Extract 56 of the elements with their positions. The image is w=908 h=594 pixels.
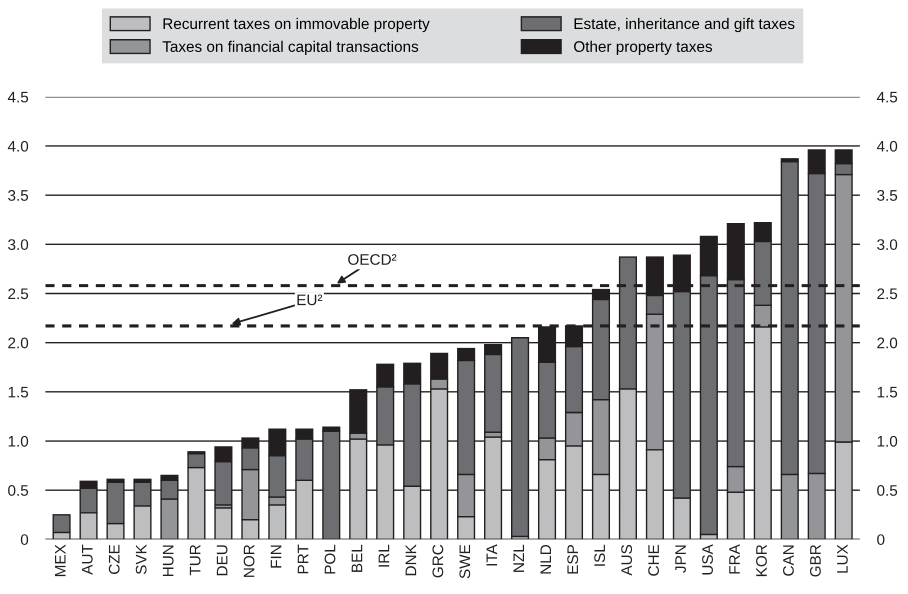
y2-tick-label: 0.5 [877,485,898,496]
legend-label: Taxes on financial capital transactions [162,40,418,55]
x-tick-label: POL [324,544,336,574]
y-tick-label: 1.5 [8,386,28,398]
x-tick-label: SVK [136,544,147,574]
y-tick-label: 3.5 [8,190,28,201]
x-tick-label: KOR [756,544,767,576]
legend-label: Recurrent taxes on immovable property [164,18,430,32]
x-tick-label: IRL [378,544,390,567]
x-tick-label: PRT [298,544,308,574]
y2-tick-label: 4.0 [876,140,898,152]
x-tick-label: NZL [514,544,524,572]
y2-tick-label: 0 [877,534,884,546]
x-tick-label: USA [702,544,713,574]
y-tick-label: 0 [20,534,28,546]
y2-tick-label: 2.0 [877,338,898,348]
y-tick-label: 0.5 [8,485,28,496]
x-tick-label: FRA [729,544,740,574]
legend-label: Estate, inheritance and gift taxes [574,18,794,32]
y2-tick-label: 3.5 [877,190,898,201]
x-tick-label: ESP [567,545,578,574]
x-tick-label: AUS [621,544,632,576]
x-tick-label: NLD [540,544,551,574]
y2-tick-label: 1.5 [878,386,898,398]
x-tick-label: CZE [108,544,120,574]
x-tick-label: CHE [648,544,660,576]
y-tick-label: 3.0 [8,239,28,250]
y2-tick-label: 2.5 [877,288,898,300]
x-tick-label: SWE [459,544,470,578]
x-tick-label: FIN [270,545,282,568]
y-tick-label: 4.0 [8,140,28,152]
x-tick-label: JPN [675,545,686,573]
y-tick-label: 1.0 [8,436,28,447]
x-tick-label: DNK [406,544,416,576]
y2-tick-label: 3.0 [877,239,898,250]
x-tick-label: CAN [783,545,794,576]
y-tick-label: 2.0 [8,338,28,348]
ref-line-label: EU² [297,294,322,306]
y-tick-label: 2.5 [8,288,28,300]
x-tick-label: AUT [82,544,93,575]
legend-label: Other property taxes [574,40,712,55]
y2-tick-label: 1.0 [878,436,898,447]
x-tick-label: NOR [244,544,254,577]
x-tick-label: GBR [810,544,821,577]
x-tick-label: ISL [594,544,606,566]
x-tick-label: BEL [352,544,362,572]
x-tick-label: HUN [162,545,174,576]
x-tick-label: LUX [837,544,848,573]
x-tick-label: ITA [486,544,498,566]
x-tick-label: GRC [432,544,444,578]
y-tick-label: 4.5 [8,92,28,103]
y2-tick-label: 4.5 [876,92,898,103]
x-tick-label: MEX [55,544,66,576]
x-tick-label: DEU [216,545,228,576]
ref-line-label: OECD² [348,254,396,265]
x-tick-label: TUR [190,544,201,576]
